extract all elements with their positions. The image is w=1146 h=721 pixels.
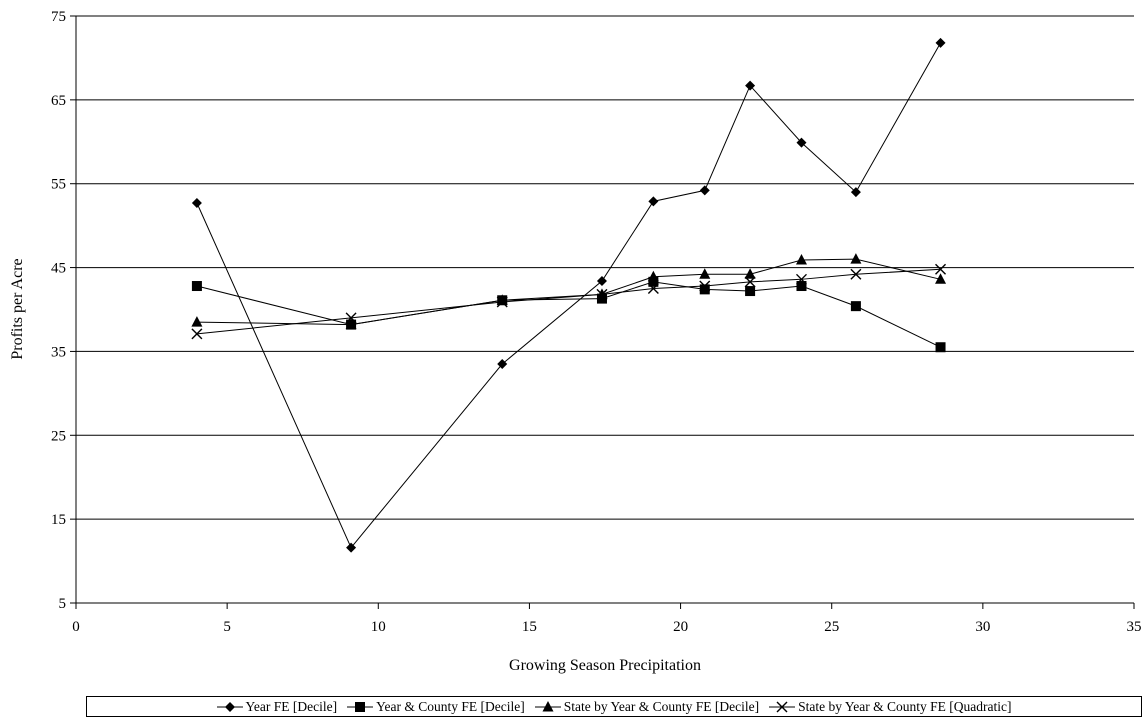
x-tick-label: 20 [673,619,688,635]
data-point [795,273,807,285]
marker-stroke [795,273,807,285]
data-point [345,312,357,324]
y-tick-label: 35 [51,344,66,360]
data-point [191,198,202,209]
marker-stroke [699,280,711,292]
y-tick-label: 55 [51,177,66,193]
data-point [850,268,862,280]
marker-stroke [935,263,947,275]
x-tick-label: 15 [522,619,537,635]
series-line [196,258,941,326]
data-point [745,286,756,297]
x-tick-label: 35 [1127,619,1142,635]
data-point [596,288,608,300]
data-point [191,281,202,292]
series-line [196,42,941,549]
data-point [191,316,203,327]
data-point [699,268,711,279]
data-point [596,275,607,286]
data-point [745,80,756,91]
x-tick-labels: 0 5 10 15 20 25 30 35 [72,619,1141,635]
legend-marker [776,701,788,712]
legend-item: State by Year & County FE [Quadratic] [769,699,1011,715]
data-point [648,276,659,287]
y-tick-label: 25 [51,428,66,444]
x-tick-label: 25 [824,619,839,635]
marker-stroke [647,283,659,295]
y-tick-label: 5 [59,596,67,612]
series-2 [191,276,946,353]
legend-label: State by Year & County FE [Decile] [563,698,760,714]
data-point [796,137,807,148]
y-tick-label: 45 [51,261,66,277]
data-point [795,254,807,265]
series-3 [191,253,947,330]
series-group [191,37,947,553]
data-point [935,273,947,284]
legend-marker [355,701,366,712]
data-point [850,301,861,312]
data-point [647,283,659,295]
data-point [191,328,203,340]
data-point [497,359,508,370]
data-point [346,542,357,553]
legend-label: Year & County FE [Decile] [376,698,525,714]
x-tick-label: 0 [72,619,80,635]
data-point [744,276,756,288]
data-point [496,296,508,308]
y-tick-labels: 5 15 25 35 45 55 65 75 [51,9,66,612]
legend-swatch [347,701,374,712]
data-point [699,280,711,292]
data-point [935,342,946,353]
marker-stroke [345,312,357,324]
legend-label: Year FE [Decile] [245,698,338,714]
marker-stroke [496,296,508,308]
axes [70,15,1135,609]
legend-item: Year FE [Decile] [216,698,338,715]
data-point [744,268,756,279]
data-point [850,253,862,264]
y-tick-label: 75 [51,9,66,25]
data-point [850,187,861,198]
legend-swatch [769,701,796,712]
x-axis-title: Growing Season Precipitation [509,657,701,674]
data-point [935,263,947,275]
legend-marker [542,700,554,711]
legend-swatch [216,701,243,712]
series-4 [191,263,947,340]
series-line [196,268,941,335]
legend-item: Year & County FE [Decile] [347,699,525,715]
marker-stroke [744,276,756,288]
legend-item: State by Year & County FE [Decile] [534,698,760,715]
y-tick-label: 15 [51,512,66,528]
data-point [648,196,659,207]
x-tick-label: 30 [975,619,990,635]
data-point [345,318,357,330]
series-1 [191,37,946,553]
data-point [699,185,710,196]
data-point [935,37,946,48]
x-tick-label: 10 [371,619,386,635]
y-tick-label: 65 [51,93,66,109]
marker-stroke [850,268,862,280]
legend-marker [224,701,235,712]
data-point [699,284,710,295]
data-point [647,270,659,282]
marker-stroke [596,288,608,300]
data-point [796,281,807,292]
gridlines [76,15,1134,520]
series-line [196,281,941,348]
x-tick-label: 5 [223,619,231,635]
legend-label: State by Year & County FE [Quadratic] [798,698,1012,714]
marker-stroke [191,328,203,340]
legend-swatch [534,700,561,711]
y-axis-title: Profits per Acre [9,258,26,359]
legend: Year FE [Decile] Year & County FE [Decile… [86,696,1142,717]
marker-stroke [776,701,788,712]
